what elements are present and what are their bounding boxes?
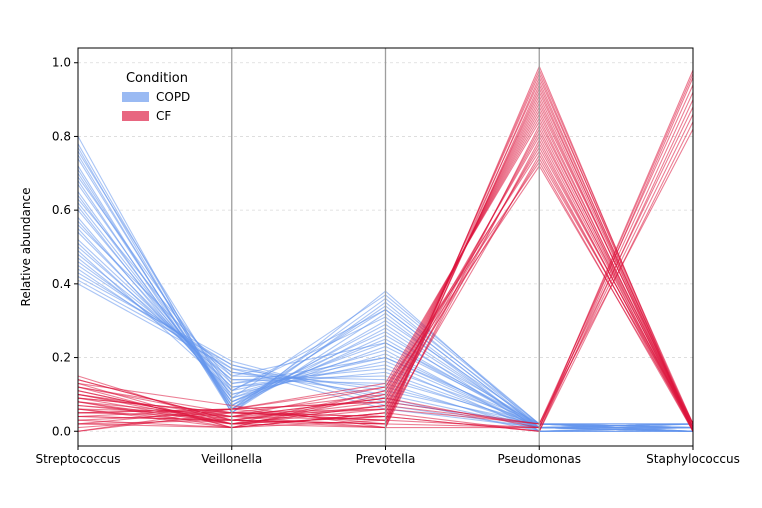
y-axis-title: Relative abundance — [19, 188, 33, 307]
legend-entries: COPD CF — [122, 90, 190, 123]
y-tick-label: 0.8 — [52, 129, 71, 143]
y-axis-ticks: 0.0 0.2 0.4 0.6 0.8 1.0 — [52, 56, 78, 438]
y-tick-label: 0.2 — [52, 351, 71, 365]
x-tick-label: Pseudomonas — [498, 452, 581, 466]
legend-label: CF — [156, 109, 171, 123]
legend-swatch — [122, 111, 149, 121]
y-tick-label: 0.0 — [52, 424, 71, 438]
y-tick-label: 0.4 — [52, 277, 71, 291]
legend-label: COPD — [156, 90, 190, 104]
x-tick-label: Streptococcus — [35, 452, 120, 466]
y-tick-label: 0.6 — [52, 203, 71, 217]
coordinate-axes — [231, 48, 540, 446]
legend-swatch — [122, 92, 149, 102]
x-tick-label: Veillonella — [201, 452, 262, 466]
legend: Condition COPD CF — [122, 71, 190, 123]
x-axis-labels: Streptococcus Veillonella Prevotella Pseudo… — [35, 446, 740, 466]
x-tick-label: Staphylococcus — [646, 452, 740, 466]
legend-title: Condition — [126, 71, 188, 86]
x-tick-label: Prevotella — [356, 452, 416, 466]
y-tick-label: 1.0 — [52, 56, 71, 70]
